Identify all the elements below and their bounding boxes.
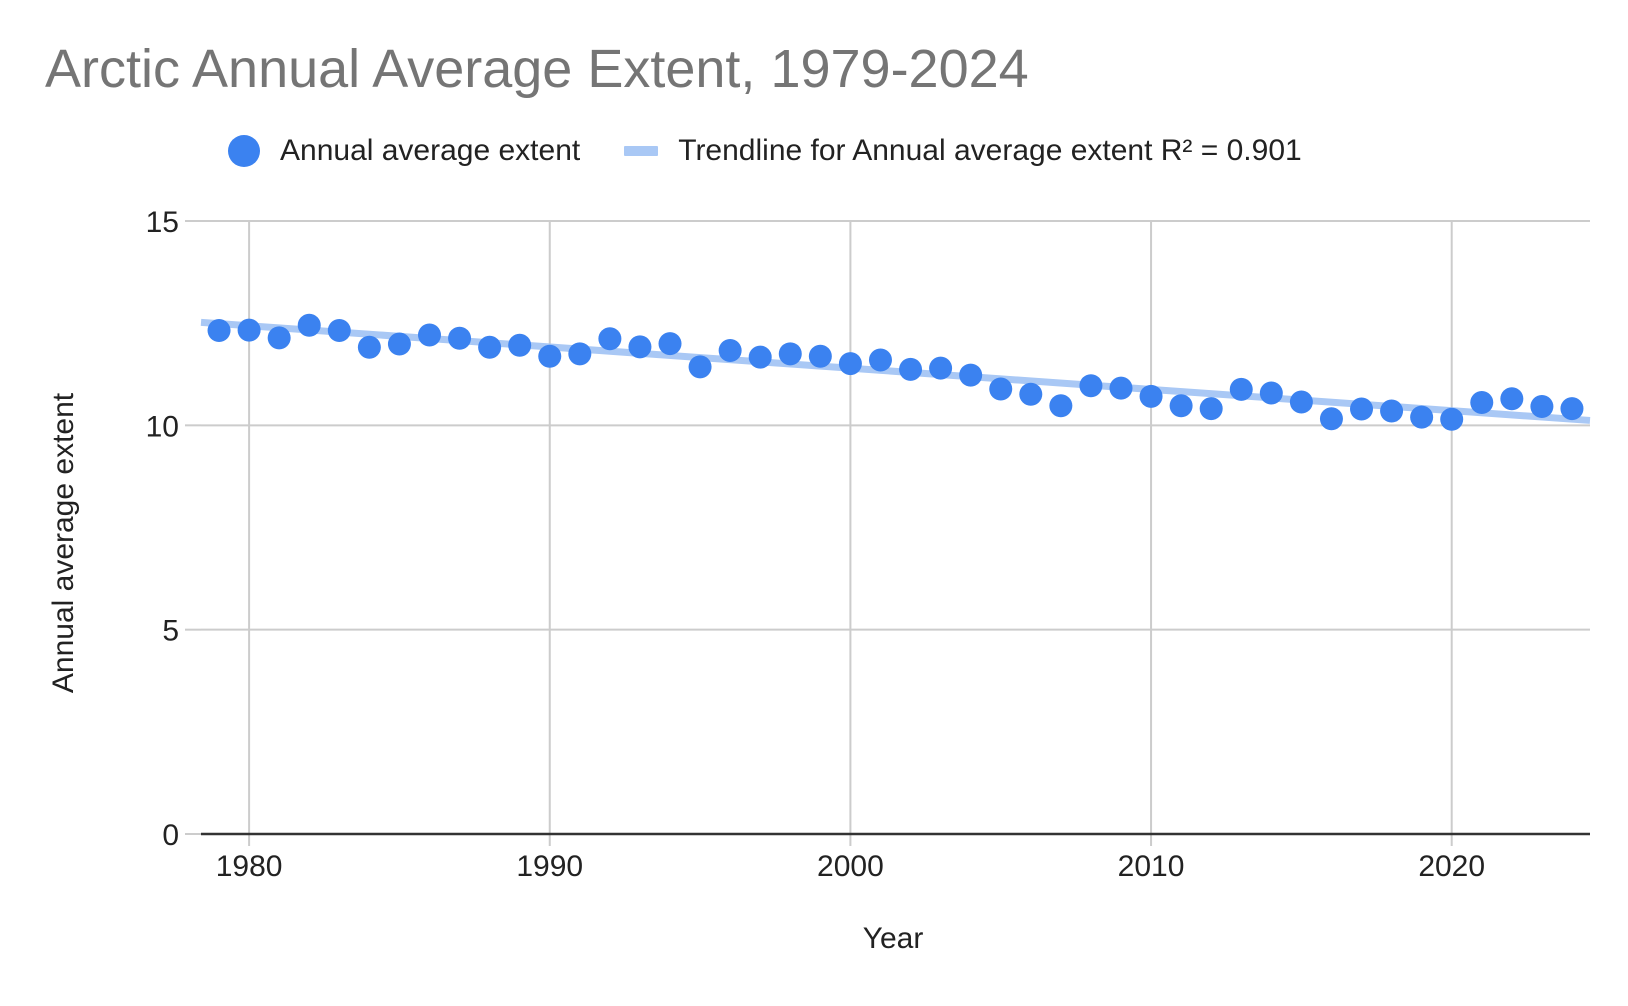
data-point-2002[interactable] bbox=[899, 357, 923, 381]
data-point-2021[interactable] bbox=[1470, 390, 1494, 414]
tick-label-layer: 0 5 10 15 1980 1990 2000 2010 2020 bbox=[146, 206, 1485, 883]
chart-title: Arctic Annual Average Extent, 1979-2024 bbox=[45, 39, 1029, 99]
data-point-2016[interactable] bbox=[1319, 407, 1343, 431]
data-point-2010[interactable] bbox=[1139, 384, 1163, 408]
y-tick-label: 10 bbox=[146, 410, 179, 443]
data-point-2017[interactable] bbox=[1350, 397, 1374, 421]
data-point-1995[interactable] bbox=[688, 355, 712, 379]
data-point-1996[interactable] bbox=[718, 339, 742, 363]
data-point-2005[interactable] bbox=[989, 377, 1013, 401]
legend-item-trendline[interactable]: Trendline for Annual average extent R² =… bbox=[580, 134, 1302, 168]
data-point-1987[interactable] bbox=[448, 326, 472, 350]
data-point-1981[interactable] bbox=[267, 326, 291, 350]
y-tick-label: 15 bbox=[146, 206, 179, 239]
data-point-1980[interactable] bbox=[237, 318, 261, 342]
data-point-1991[interactable] bbox=[568, 342, 592, 366]
data-point-2009[interactable] bbox=[1109, 376, 1133, 400]
legend-marker-dot-icon bbox=[228, 135, 260, 167]
legend-marker-line-icon bbox=[624, 146, 659, 156]
data-point-2024[interactable] bbox=[1560, 397, 1584, 421]
data-point-1979[interactable] bbox=[207, 319, 231, 343]
data-point-1994[interactable] bbox=[658, 332, 682, 356]
data-point-1985[interactable] bbox=[387, 332, 411, 356]
grid-layer bbox=[185, 220, 1590, 846]
data-point-2001[interactable] bbox=[868, 348, 892, 372]
data-point-1997[interactable] bbox=[748, 345, 772, 369]
points-layer bbox=[207, 313, 1584, 431]
data-point-1989[interactable] bbox=[508, 333, 532, 357]
data-point-2014[interactable] bbox=[1259, 381, 1283, 405]
data-point-2015[interactable] bbox=[1289, 390, 1313, 414]
legend[interactable]: Annual average extent Trendline for Annu… bbox=[228, 134, 1302, 168]
data-point-2022[interactable] bbox=[1500, 387, 1524, 411]
data-point-1988[interactable] bbox=[478, 335, 502, 359]
x-axis-title: Year bbox=[863, 922, 924, 955]
x-tick-label: 2020 bbox=[1418, 850, 1485, 883]
data-point-1998[interactable] bbox=[778, 342, 802, 366]
data-point-1999[interactable] bbox=[808, 344, 832, 368]
data-point-1984[interactable] bbox=[357, 335, 381, 359]
data-point-2004[interactable] bbox=[959, 363, 983, 387]
data-point-1992[interactable] bbox=[598, 327, 622, 351]
y-tick-label: 0 bbox=[162, 819, 179, 852]
data-point-2013[interactable] bbox=[1229, 377, 1253, 401]
legend-label-annual-average-extent: Annual average extent bbox=[280, 134, 581, 167]
data-point-1983[interactable] bbox=[327, 319, 351, 343]
legend-item-annual-average-extent[interactable]: Annual average extent bbox=[228, 134, 580, 168]
data-point-2006[interactable] bbox=[1019, 382, 1043, 406]
data-point-2023[interactable] bbox=[1530, 395, 1554, 419]
data-point-1990[interactable] bbox=[538, 344, 562, 368]
data-point-1993[interactable] bbox=[628, 335, 652, 359]
y-axis-title: Annual average extent bbox=[47, 392, 80, 693]
legend-label-trendline: Trendline for Annual average extent R² =… bbox=[678, 134, 1302, 167]
data-point-2012[interactable] bbox=[1199, 397, 1223, 421]
data-point-2019[interactable] bbox=[1410, 405, 1434, 429]
y-tick-label: 5 bbox=[162, 615, 179, 648]
data-point-2007[interactable] bbox=[1049, 394, 1073, 418]
data-point-2000[interactable] bbox=[838, 352, 862, 376]
x-tick-label: 1990 bbox=[516, 850, 583, 883]
data-point-2018[interactable] bbox=[1380, 399, 1404, 423]
data-point-2003[interactable] bbox=[929, 356, 953, 380]
x-tick-label: 2010 bbox=[1118, 850, 1185, 883]
data-point-1986[interactable] bbox=[417, 323, 441, 347]
data-point-1982[interactable] bbox=[297, 313, 321, 337]
x-tick-label: 2000 bbox=[817, 850, 884, 883]
data-point-2008[interactable] bbox=[1079, 374, 1103, 398]
data-point-2020[interactable] bbox=[1440, 407, 1464, 431]
data-point-2011[interactable] bbox=[1169, 394, 1193, 418]
x-tick-label: 1980 bbox=[216, 850, 283, 883]
